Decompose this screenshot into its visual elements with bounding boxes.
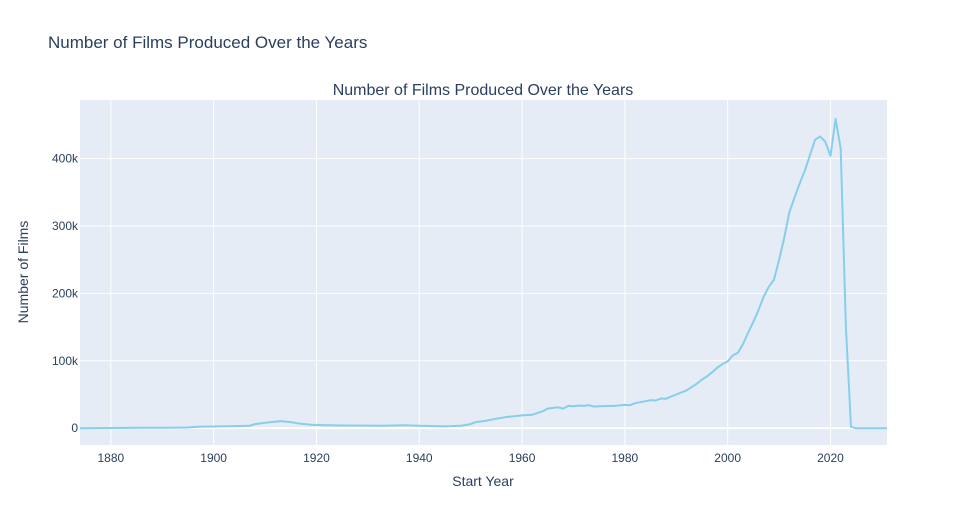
plot-area xyxy=(80,100,887,445)
page-title: Number of Films Produced Over the Years xyxy=(48,33,368,52)
x-tick-label: 1880 xyxy=(97,451,124,465)
y-tick-label: 400k xyxy=(52,152,79,166)
x-tick-label: 2000 xyxy=(714,451,741,465)
series-line xyxy=(79,117,887,430)
y-axis-label: Number of Films xyxy=(15,221,31,324)
chart-title: Number of Films Produced Over the Years xyxy=(333,82,634,99)
x-tick-label: 1940 xyxy=(406,451,433,465)
series-group xyxy=(79,117,887,430)
y-tick-label: 0 xyxy=(71,421,78,435)
y-tick-label: 300k xyxy=(52,219,79,233)
y-tick-label: 100k xyxy=(52,354,79,368)
x-tick-label: 1960 xyxy=(509,451,536,465)
x-tick-label: 1980 xyxy=(612,451,639,465)
x-tick-label: 1900 xyxy=(200,451,227,465)
x-axis-label: Start Year xyxy=(452,473,514,489)
x-tick-label: 1920 xyxy=(303,451,330,465)
grid-lines xyxy=(80,100,887,445)
x-tick-label: 2020 xyxy=(817,451,844,465)
y-tick-label: 200k xyxy=(52,286,79,300)
y-axis-ticks: 0 100k 200k 300k 400k xyxy=(52,152,79,436)
x-axis-ticks: 1880 1900 1920 1940 1960 1980 2000 2020 xyxy=(97,451,844,465)
